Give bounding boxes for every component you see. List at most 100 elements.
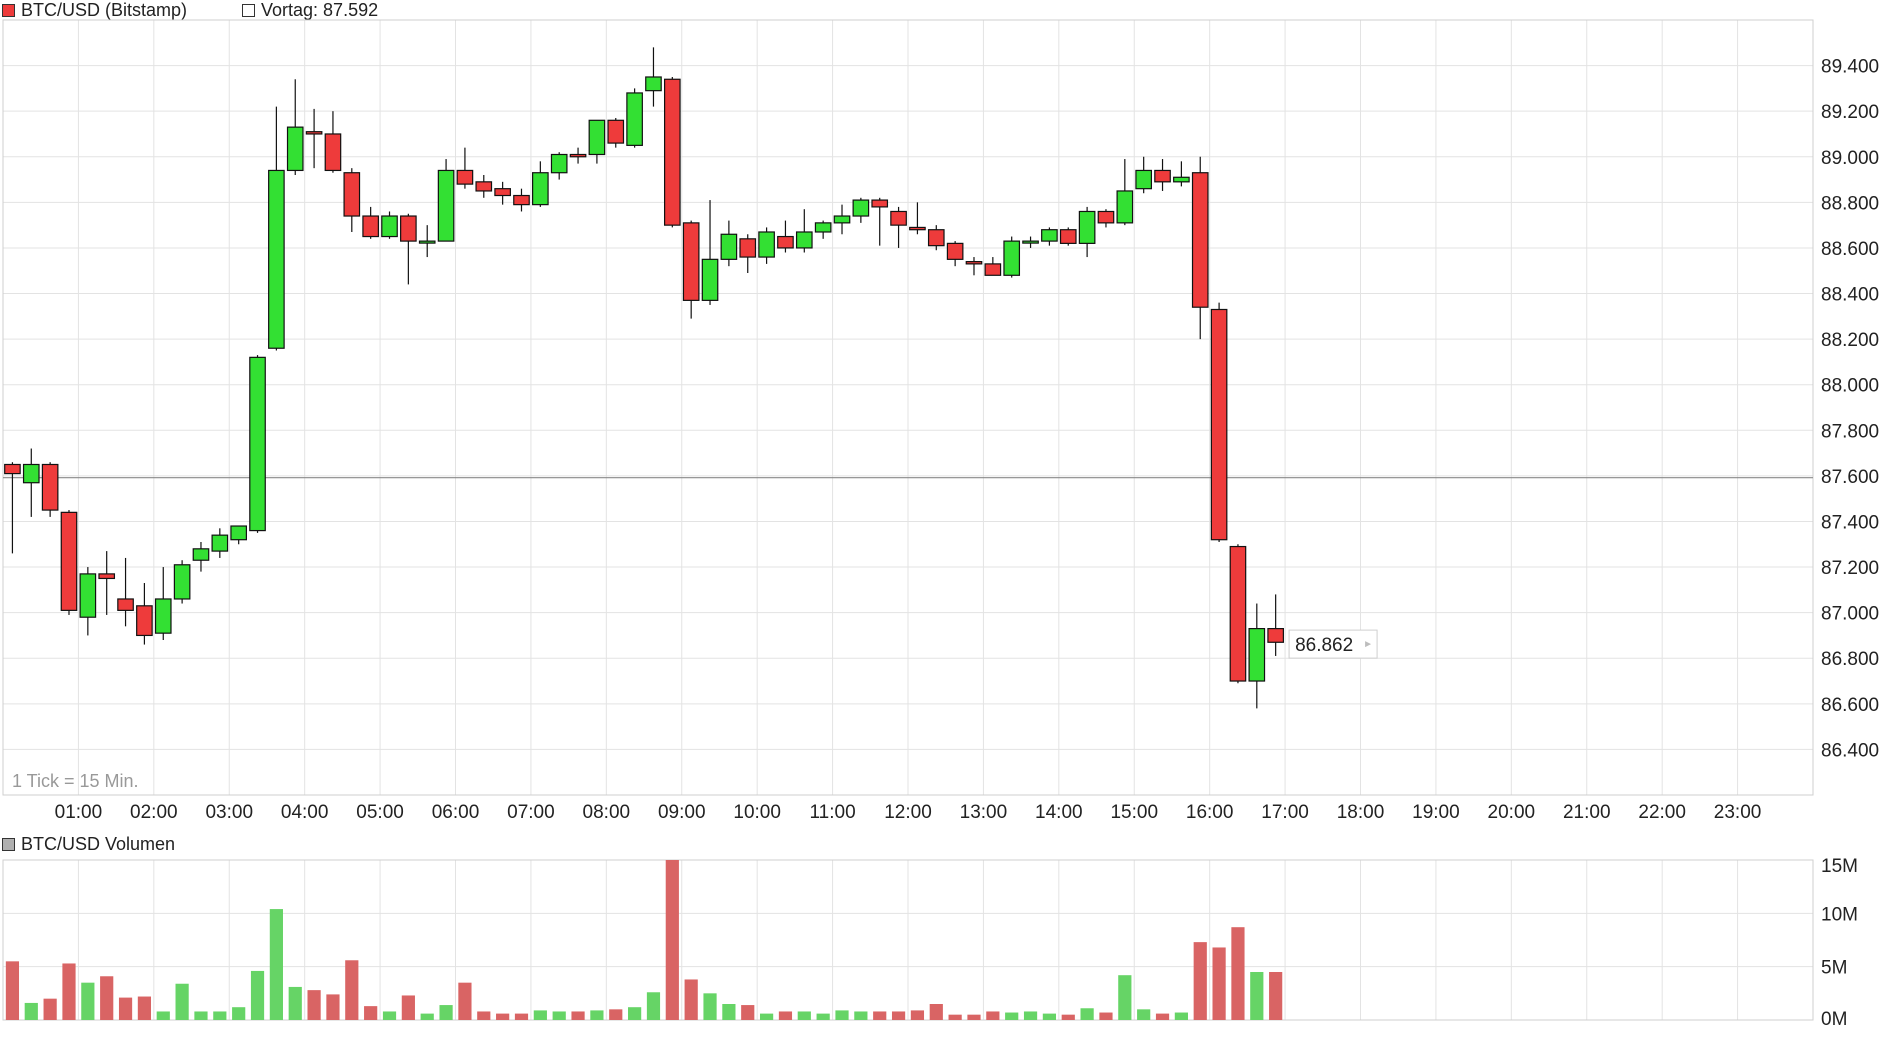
legend-previous-close: Vortag: 87.592 [242, 0, 378, 21]
price-grid [3, 20, 1813, 795]
candle [814, 220, 832, 239]
candle-body [1173, 176, 1190, 183]
price-y-tick-label: 87.800 [1821, 421, 1879, 442]
legend-price-swatch [2, 4, 15, 17]
volume-bar [778, 1011, 793, 1020]
volume-bar [1005, 1012, 1019, 1020]
volume-bar [1155, 1013, 1170, 1020]
volume-bar [137, 996, 152, 1020]
candle [1078, 206, 1096, 258]
volume-bar [100, 976, 114, 1020]
volume-bar [458, 982, 472, 1020]
volume-bar [1042, 1013, 1057, 1020]
price-y-tick-label: 88.200 [1821, 330, 1879, 351]
volume-bar [590, 1010, 604, 1020]
candle [1116, 159, 1134, 226]
candle-body [682, 222, 700, 301]
price-y-tick-label: 89.000 [1821, 148, 1879, 169]
volume-bar [533, 1010, 547, 1020]
candle-body [173, 564, 191, 600]
candle-body [154, 598, 172, 634]
candle [1191, 156, 1209, 340]
candle-body [230, 525, 248, 541]
candle [645, 47, 662, 107]
candle-body [569, 153, 587, 158]
candle [720, 220, 738, 267]
volume-bar [797, 1011, 811, 1020]
legend-previous-close-swatch [242, 4, 255, 17]
candle [343, 168, 361, 232]
candle [4, 462, 21, 554]
volume-bar [43, 998, 57, 1020]
volume-bar [741, 1005, 755, 1020]
volume-bar [1118, 975, 1132, 1020]
candle-body [607, 119, 625, 144]
volume-bar [175, 983, 189, 1020]
volume-bar [891, 1011, 906, 1020]
candle-body [286, 126, 304, 172]
volume-bar [288, 986, 302, 1020]
candle [456, 147, 474, 189]
volume-bar [665, 860, 679, 1020]
volume-bar [571, 1011, 585, 1020]
candle-body [41, 463, 59, 511]
candle [833, 204, 851, 235]
price-y-tick-label: 86.600 [1821, 695, 1879, 716]
volume-bar [439, 1005, 453, 1020]
candle [550, 152, 568, 180]
volume-bar [816, 1013, 830, 1020]
volume-bar [1250, 972, 1264, 1020]
candle-body [984, 263, 1002, 276]
candle [1003, 236, 1021, 278]
candle-body [79, 573, 97, 618]
candle-body [795, 231, 813, 249]
volume-bar [609, 1009, 623, 1020]
volume-bar [62, 963, 76, 1020]
volume-bar [759, 1013, 774, 1020]
volume-bar [1269, 972, 1283, 1020]
candle [22, 448, 40, 517]
volume-bar [496, 1013, 510, 1020]
volume-bar [382, 1011, 397, 1020]
volume-bar [345, 960, 359, 1020]
candle [1022, 236, 1039, 248]
candle-body [475, 181, 493, 192]
candle [1097, 209, 1115, 228]
candle-body [1078, 210, 1096, 244]
price-y-tick-label: 86.800 [1821, 649, 1879, 670]
last-price-arrow [1365, 641, 1372, 648]
legend-price-label: BTC/USD (Bitstamp) [21, 0, 188, 20]
volume-bar [684, 979, 698, 1020]
candle-body [550, 153, 568, 174]
price-y-tick-label: 89.200 [1821, 102, 1879, 123]
candle [362, 206, 379, 239]
candle-body [927, 229, 945, 247]
candle [41, 462, 59, 517]
x-tick-label: 16:00 [1186, 802, 1234, 823]
price-plot-frame [2, 19, 1814, 796]
candle [173, 560, 191, 604]
volume-bar [986, 1011, 1000, 1020]
candle-body [4, 463, 21, 475]
candle-body [701, 258, 719, 301]
candle [1154, 159, 1171, 191]
candle [475, 175, 493, 198]
candle-body [946, 242, 964, 260]
volume-bar [1080, 1008, 1094, 1020]
volume-bar [24, 1002, 38, 1020]
candle [400, 213, 417, 285]
candle-body [418, 240, 436, 244]
volume-bar [703, 993, 717, 1020]
candle-body [324, 133, 342, 172]
candle-body [343, 172, 361, 217]
volume-bar [514, 1013, 529, 1020]
candle-body [381, 215, 398, 238]
candle [663, 76, 681, 228]
x-tick-label: 05:00 [356, 802, 404, 823]
volume-y-tick-label: 15M [1821, 856, 1858, 877]
volume-bar [194, 1011, 208, 1020]
candle [136, 583, 153, 645]
candle-body [1229, 545, 1247, 682]
candle [682, 220, 700, 319]
volume-bar [722, 1004, 736, 1020]
